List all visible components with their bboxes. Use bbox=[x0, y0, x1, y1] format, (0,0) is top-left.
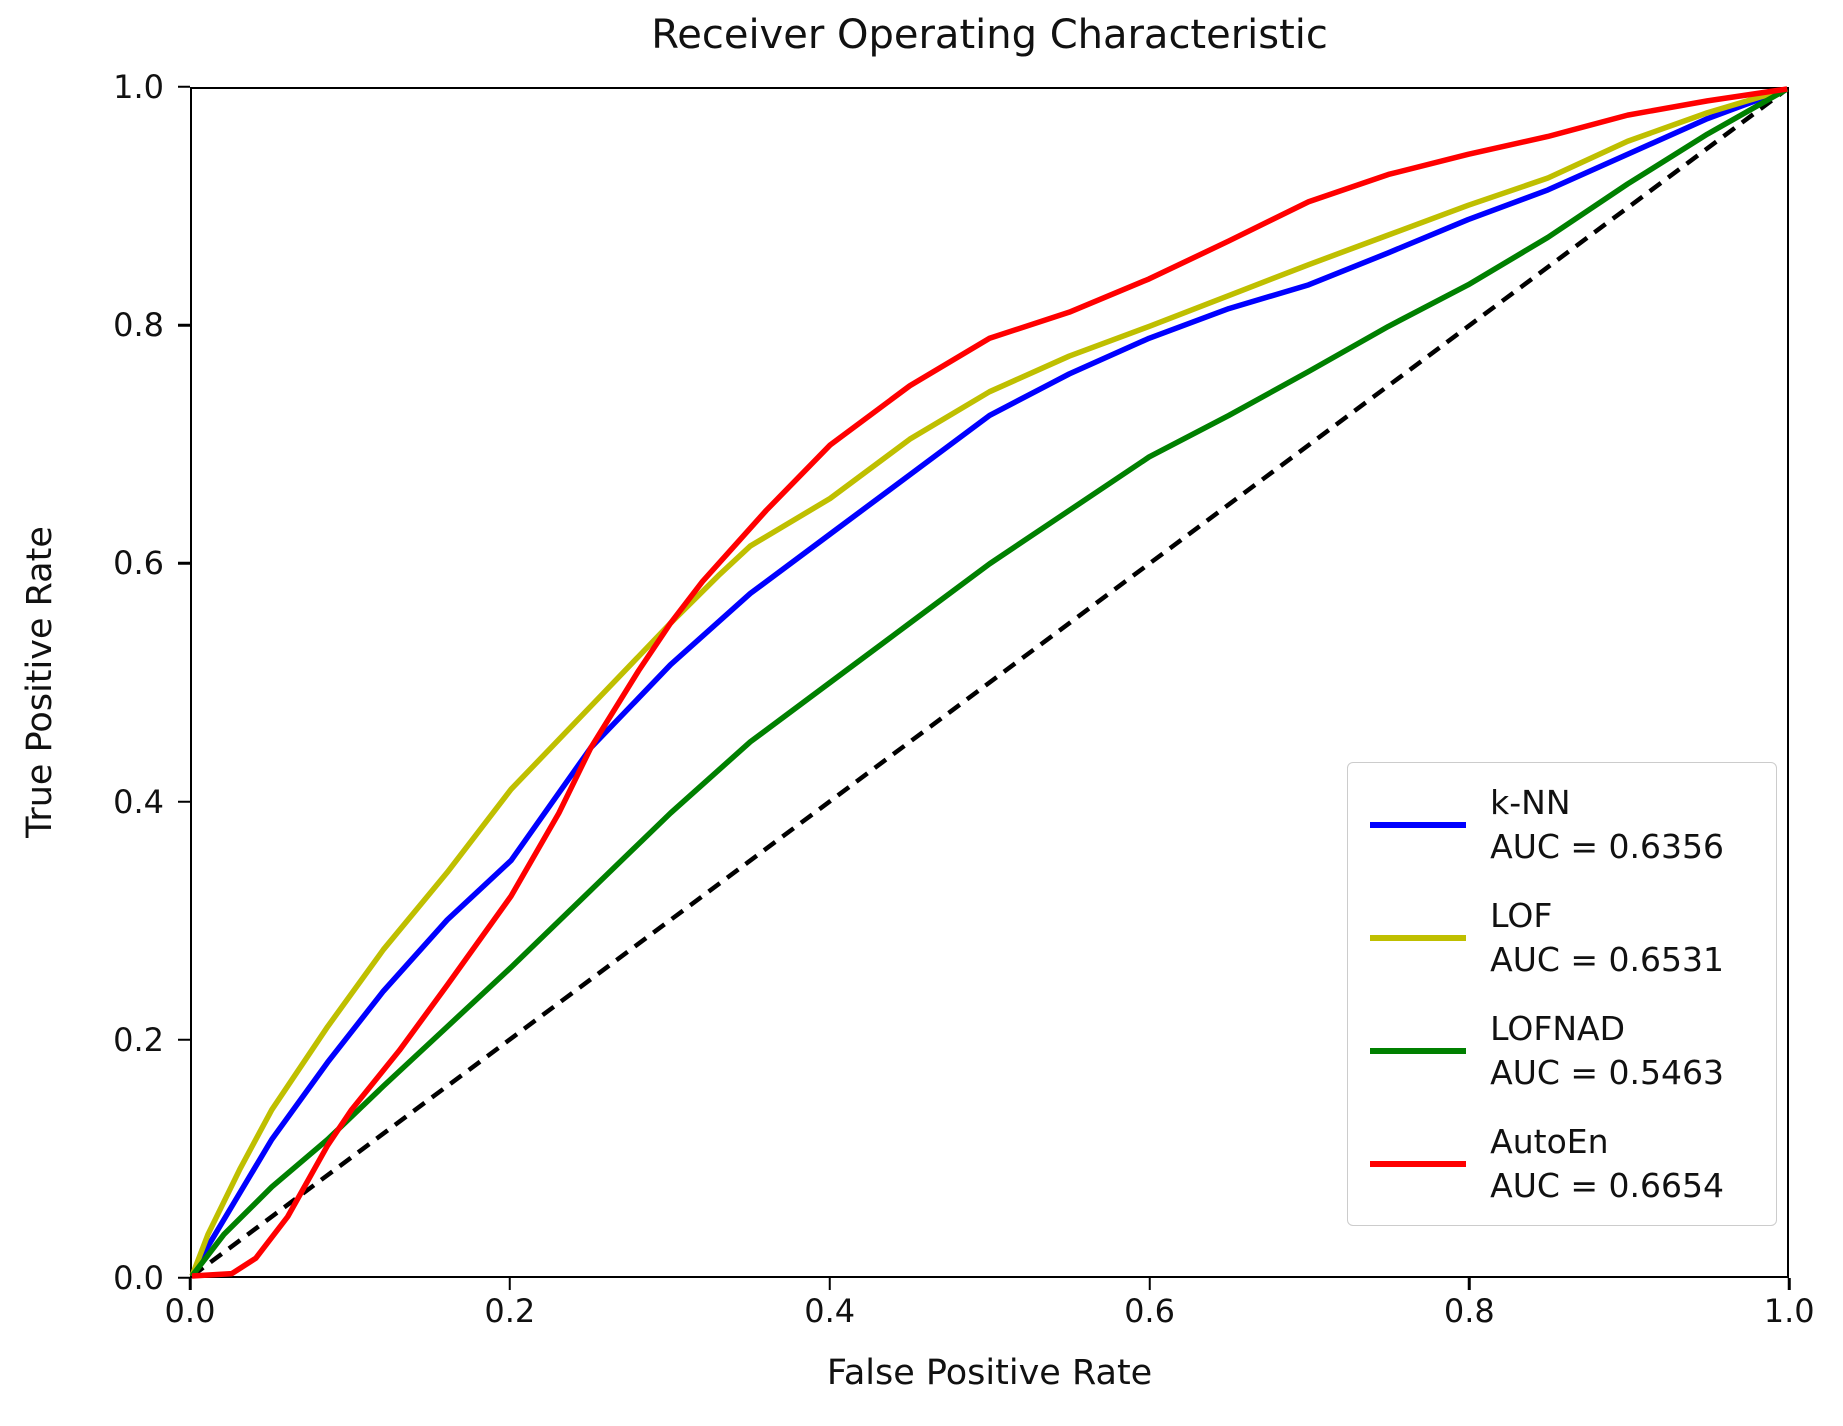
series-line-k-NN bbox=[192, 89, 1787, 1276]
legend-line-swatch bbox=[1370, 1160, 1467, 1167]
y-tick-label: 0.0 bbox=[113, 1258, 164, 1297]
y-tick-label: 0.2 bbox=[113, 1020, 164, 1059]
y-tick-mark bbox=[178, 1276, 190, 1280]
plot-area: k-NN AUC = 0.6356 LOF AUC = 0.6531 LOFNAD AUC… bbox=[190, 87, 1789, 1278]
x-tick-label: 0.4 bbox=[804, 1291, 856, 1330]
legend-line-swatch bbox=[1370, 934, 1467, 941]
x-tick-mark bbox=[1468, 1277, 1471, 1290]
x-tick-label: 0.2 bbox=[484, 1291, 536, 1330]
x-axis-label: False Positive Rate bbox=[826, 1353, 1153, 1394]
series-line-AutoEn bbox=[192, 89, 1787, 1276]
legend-auc-label: AUC = 0.6531 bbox=[1490, 939, 1725, 979]
legend-series-label: AutoEn bbox=[1490, 1122, 1609, 1162]
x-tick-label: 0.0 bbox=[164, 1291, 216, 1330]
legend-series-label: LOF bbox=[1490, 896, 1553, 936]
x-tick-label: 1.0 bbox=[1763, 1291, 1815, 1330]
y-tick-mark bbox=[178, 1038, 190, 1042]
legend-series-label: k-NN bbox=[1490, 783, 1571, 822]
legend-line-swatch bbox=[1370, 821, 1467, 828]
legend-text: LOFNAD AUC = 0.5463 bbox=[1490, 1007, 1724, 1094]
legend-line-swatch bbox=[1370, 1047, 1467, 1054]
y-tick-label: 0.8 bbox=[113, 306, 164, 345]
legend-item-AutoEn: AutoEn AUC = 0.6654 bbox=[1370, 1120, 1750, 1207]
legend-item-LOF: LOF AUC = 0.6531 bbox=[1370, 894, 1750, 981]
y-tick-mark bbox=[178, 562, 190, 565]
legend: k-NN AUC = 0.6356 LOF AUC = 0.6531 LOFNAD AUC… bbox=[1347, 762, 1778, 1227]
x-tick-label: 0.8 bbox=[1443, 1291, 1495, 1330]
y-tick-label: 1.0 bbox=[113, 67, 164, 106]
y-tick-mark bbox=[178, 800, 190, 803]
x-tick-mark bbox=[508, 1277, 512, 1290]
x-tick-label: 0.6 bbox=[1124, 1291, 1175, 1330]
y-tick-mark bbox=[178, 323, 190, 327]
series-line-LOFNAD bbox=[192, 89, 1787, 1276]
chart-title: Receiver Operating Characteristic bbox=[651, 12, 1328, 58]
y-tick-label: 0.6 bbox=[113, 544, 164, 583]
legend-auc-label: AUC = 0.6356 bbox=[1490, 826, 1725, 866]
legend-text: k-NN AUC = 0.6356 bbox=[1490, 781, 1724, 868]
legend-auc-label: AUC = 0.5463 bbox=[1490, 1052, 1725, 1092]
legend-text: AutoEn AUC = 0.6654 bbox=[1490, 1120, 1724, 1207]
chance-diagonal-line bbox=[192, 89, 1787, 1276]
x-tick-mark bbox=[1787, 1277, 1791, 1290]
x-tick-mark bbox=[1148, 1277, 1151, 1290]
roc-curves-svg bbox=[192, 89, 1787, 1276]
y-tick-mark bbox=[178, 85, 190, 89]
legend-item-k-NN: k-NN AUC = 0.6356 bbox=[1370, 781, 1750, 868]
x-tick-mark bbox=[828, 1277, 831, 1290]
legend-auc-label: AUC = 0.6654 bbox=[1490, 1165, 1725, 1205]
series-line-LOF bbox=[192, 89, 1787, 1276]
legend-text: LOF AUC = 0.6531 bbox=[1490, 894, 1724, 981]
y-tick-label: 0.4 bbox=[113, 782, 164, 821]
legend-item-LOFNAD: LOFNAD AUC = 0.5463 bbox=[1370, 1007, 1750, 1094]
x-tick-mark bbox=[188, 1277, 192, 1290]
legend-series-label: LOFNAD bbox=[1490, 1009, 1625, 1049]
